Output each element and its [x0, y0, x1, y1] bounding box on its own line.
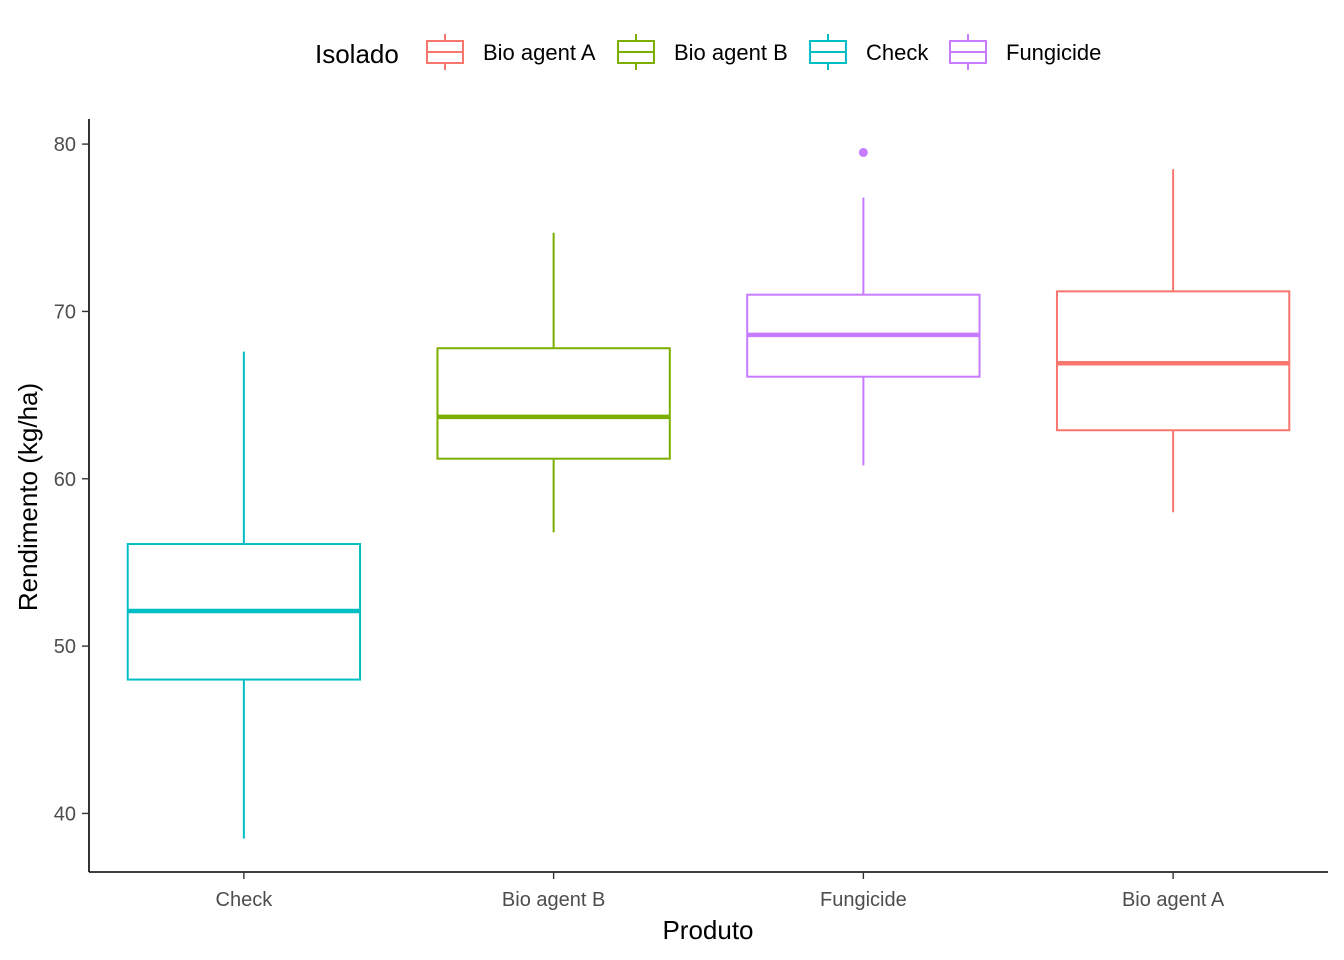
box-iqr: [1055, 290, 1291, 432]
legend-label: Fungicide: [1006, 40, 1101, 65]
box-fungicide: [746, 147, 981, 466]
legend-label: Check: [866, 40, 929, 65]
legend-label: Bio agent B: [674, 40, 788, 65]
legend-item-fungicide: Fungicide: [949, 34, 1101, 70]
box-bio-agent-a: [1055, 169, 1291, 513]
y-axis: 40 50 60 70 80: [54, 119, 90, 872]
box-iqr: [436, 347, 671, 460]
x-tick-label: Check: [216, 889, 274, 911]
legend-item-bio-agent-b: Bio agent B: [617, 34, 788, 70]
x-axis: Check Bio agent B Fungicide Bio agent A: [89, 871, 1328, 911]
y-tick-label: 50: [54, 636, 76, 658]
box-check: [126, 351, 362, 839]
x-tick-label: Bio agent B: [502, 889, 605, 911]
box-bio-agent-b: [436, 232, 671, 533]
x-tick-label: Bio agent A: [1122, 889, 1225, 911]
y-tick-label: 70: [54, 301, 76, 323]
y-tick-label: 80: [54, 134, 76, 156]
x-tick-label: Fungicide: [820, 889, 907, 911]
legend-item-bio-agent-a: Bio agent A: [426, 34, 596, 70]
legend-title: Isolado: [315, 39, 399, 69]
y-axis-title: Rendimento (kg/ha): [13, 383, 43, 611]
y-tick-label: 40: [54, 803, 76, 825]
legend-label: Bio agent A: [483, 40, 596, 65]
legend-item-check: Check: [809, 34, 929, 70]
legend: Isolado Bio agent A Bio agent B Check Fungi…: [315, 34, 1101, 70]
y-tick-label: 60: [54, 469, 76, 491]
plot-area: [126, 147, 1291, 839]
outlier-point: [858, 147, 868, 157]
x-axis-title: Produto: [662, 915, 753, 945]
